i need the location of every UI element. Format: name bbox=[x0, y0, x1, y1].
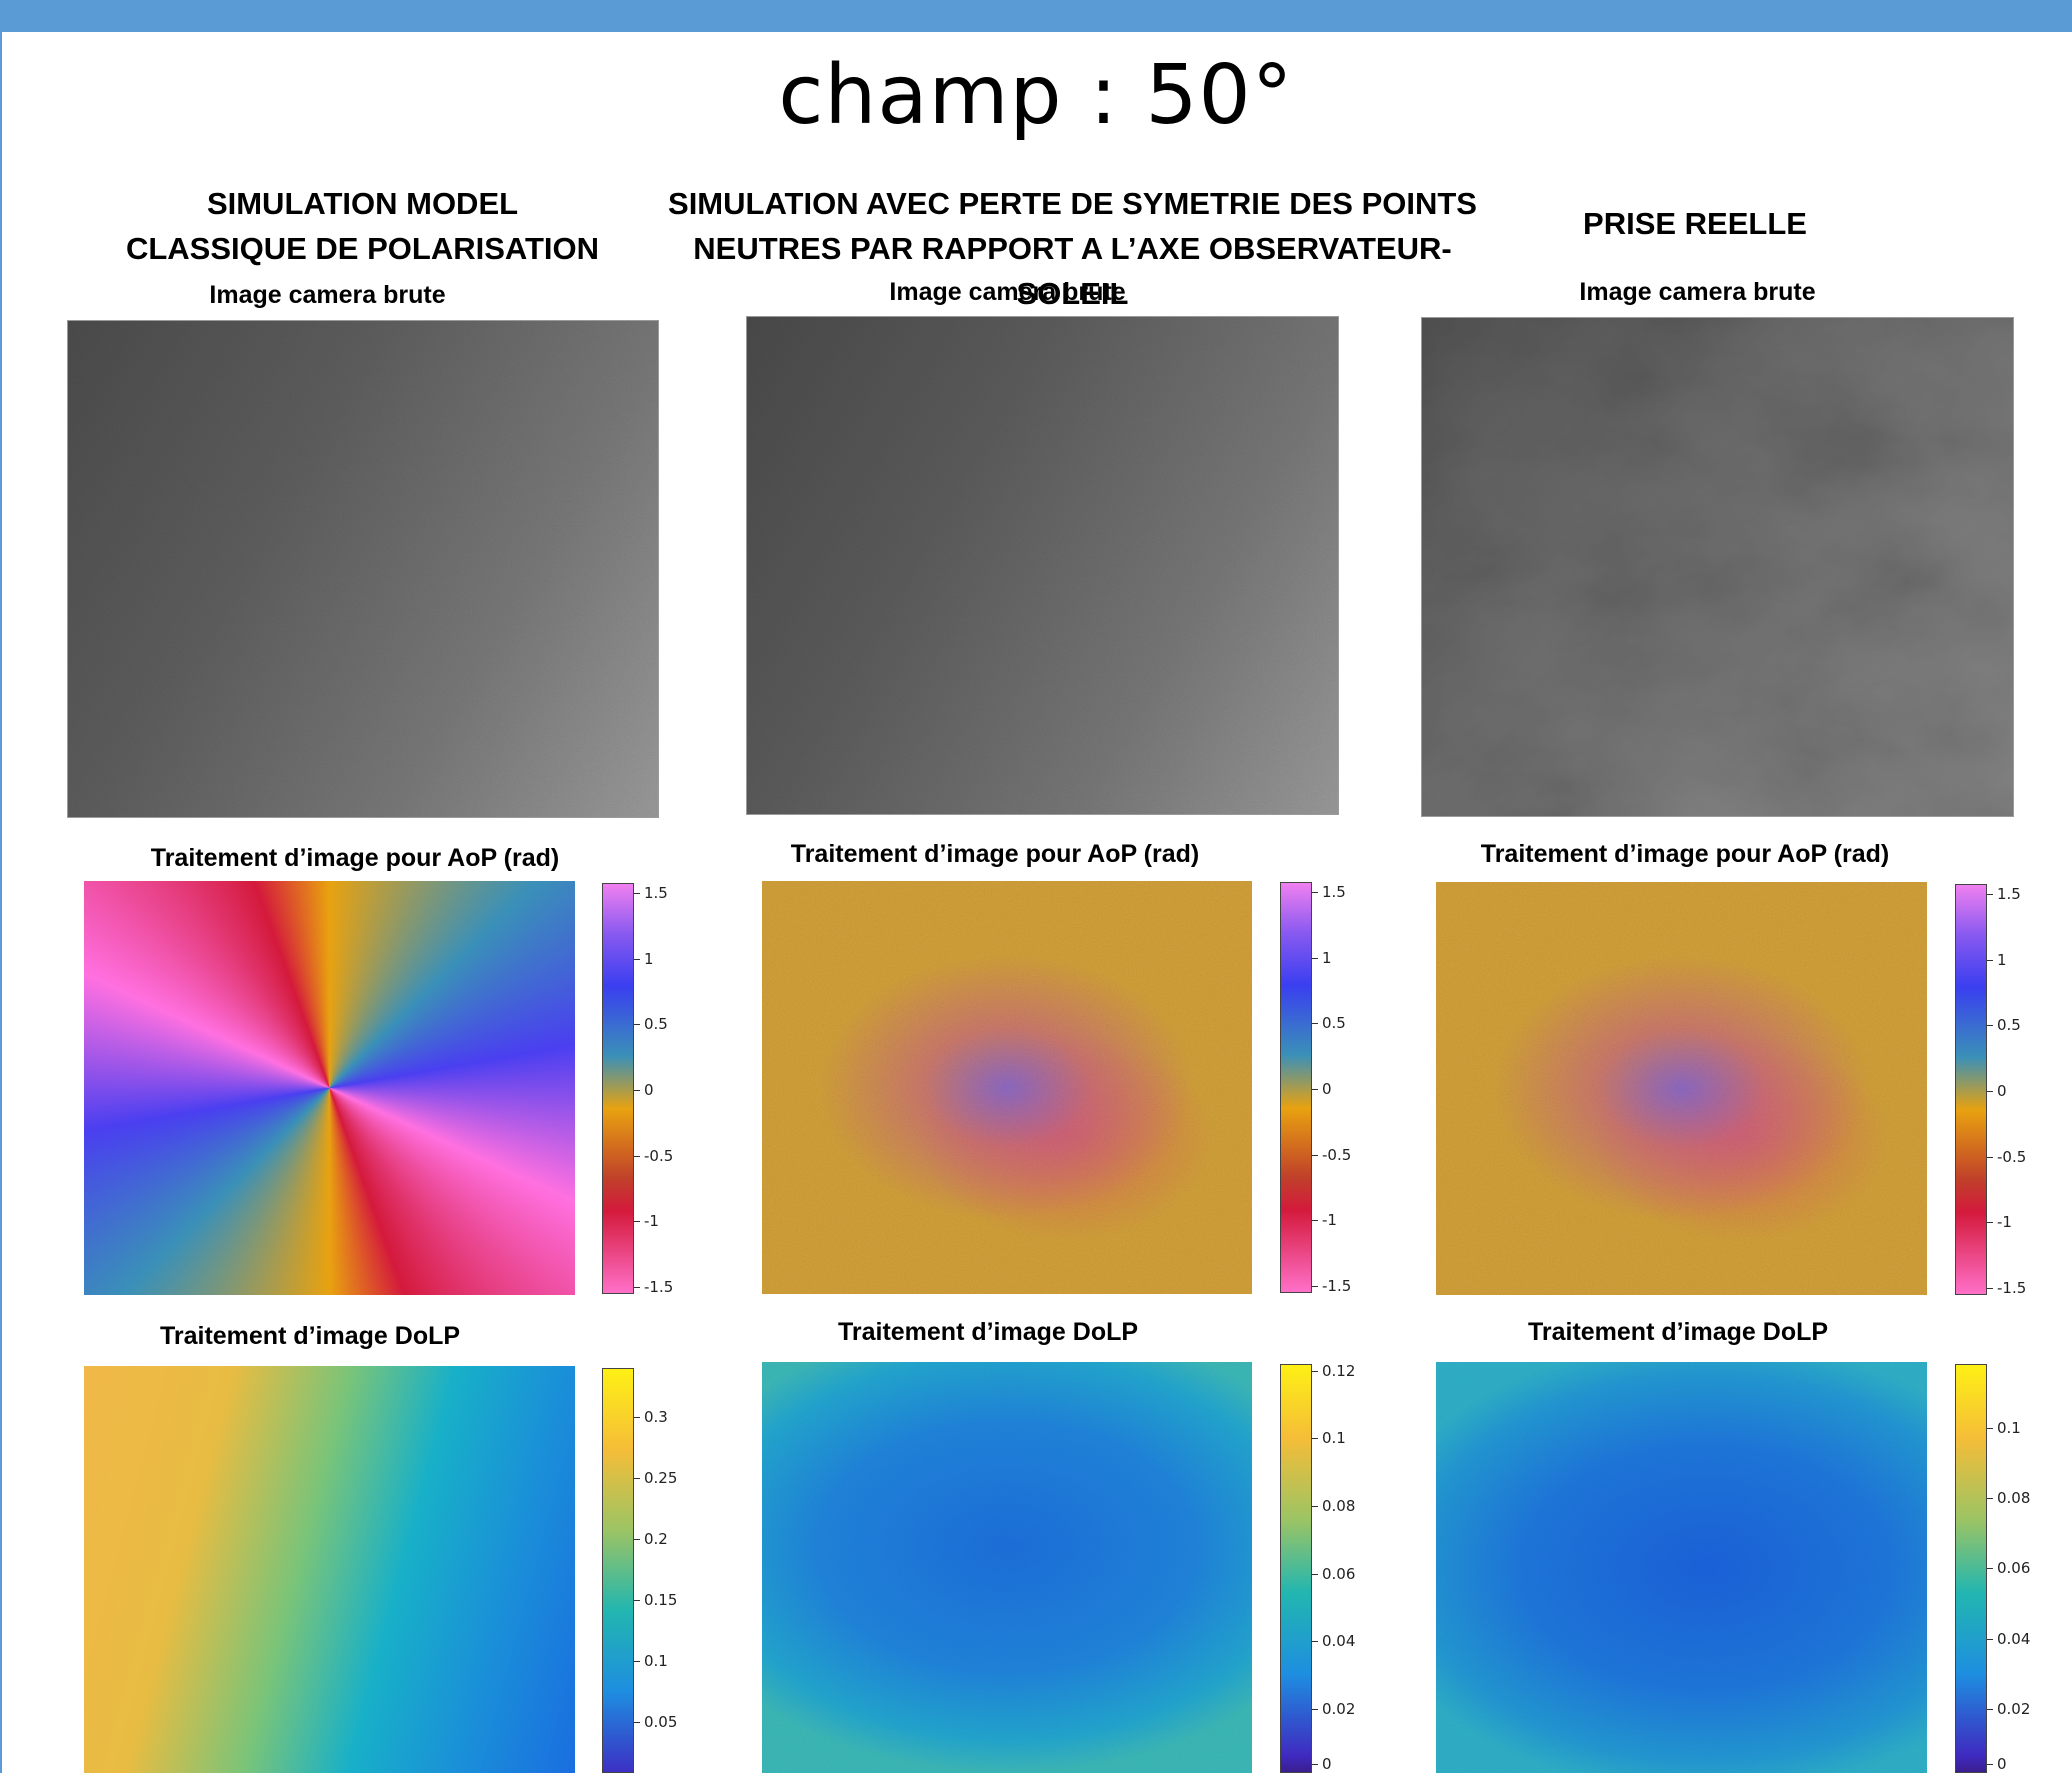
column-1-aop-tick: 1.5 bbox=[634, 884, 668, 902]
column-2-aop-tick: 0.5 bbox=[1312, 1014, 1346, 1032]
column-1-aop-tick: 1 bbox=[634, 950, 654, 968]
column-2-dolp-tick: 0.12 bbox=[1311, 1362, 1356, 1380]
column-3-aop-tick: -1 bbox=[1987, 1213, 2012, 1231]
column-1-raw-label: Image camera brute bbox=[209, 281, 446, 309]
column-2-aop-map bbox=[762, 881, 1252, 1294]
column-2-aop-tick: -1 bbox=[1312, 1211, 1337, 1229]
column-2-dolp-colorbar bbox=[1280, 1364, 1312, 1773]
column-3-header-line-1: PRISE REELLE bbox=[1583, 206, 1807, 241]
column-2-aop-tick: 1.5 bbox=[1312, 883, 1346, 901]
column-2-dolp-tick: 0.06 bbox=[1311, 1565, 1356, 1583]
column-1-dolp-tick: 0.1 bbox=[634, 1652, 668, 1670]
column-3-dolp-map bbox=[1436, 1362, 1927, 1773]
column-3-aop-label: Traitement d’image pour AoP (rad) bbox=[1480, 840, 1890, 868]
column-2-dolp-tick: 0.08 bbox=[1311, 1497, 1356, 1515]
column-2-aop-tick: -1.5 bbox=[1311, 1277, 1352, 1295]
column-3-aop-tick: 0 bbox=[1987, 1082, 2007, 1100]
column-2-aop-tick: 0 bbox=[1312, 1080, 1332, 1098]
column-2-dolp-label: Traitement d’image DoLP bbox=[837, 1318, 1139, 1346]
column-3-dolp-tick: 0.04 bbox=[1986, 1630, 2031, 1648]
column-1-aop-colorbar bbox=[602, 883, 634, 1294]
column-1-aop-map bbox=[84, 881, 575, 1295]
column-3-aop-tick: 1.5 bbox=[1987, 885, 2021, 903]
column-1-raw-camera-image bbox=[67, 320, 659, 818]
column-1-aop-tick: -0.5 bbox=[633, 1147, 674, 1165]
column-1-dolp-tick: 0.3 bbox=[634, 1408, 668, 1426]
column-3-aop-tick: 0.5 bbox=[1987, 1016, 2021, 1034]
column-1-dolp-label: Traitement d’image DoLP bbox=[159, 1322, 461, 1350]
column-2-aop-tick: -0.5 bbox=[1311, 1146, 1352, 1164]
column-2-dolp-tick: 0 bbox=[1312, 1755, 1332, 1773]
column-2-header: SIMULATION AVEC PERTE DE SYMETRIE DES PO… bbox=[640, 181, 1505, 316]
column-3-raw-camera-image bbox=[1421, 317, 2014, 817]
column-1-aop-tick: 0 bbox=[634, 1081, 654, 1099]
column-3-dolp-colorbar bbox=[1955, 1364, 1987, 1773]
column-3-dolp-tick: 0.08 bbox=[1986, 1489, 2031, 1507]
slide-top-bar bbox=[0, 0, 2072, 32]
column-3-dolp-tick: 0.1 bbox=[1987, 1419, 2021, 1437]
column-1-aop-tick: -1.5 bbox=[633, 1278, 674, 1296]
column-2-dolp-map bbox=[762, 1362, 1252, 1773]
column-1-dolp-tick: 0.25 bbox=[633, 1469, 678, 1487]
column-3-dolp-label: Traitement d’image DoLP bbox=[1527, 1318, 1829, 1346]
column-1-aop-tick: 0.5 bbox=[634, 1015, 668, 1033]
column-1-dolp-tick: 0.05 bbox=[633, 1713, 678, 1731]
column-1-dolp-map bbox=[84, 1366, 575, 1773]
column-2-raw-camera-image bbox=[746, 316, 1339, 815]
column-2-aop-tick: 1 bbox=[1312, 949, 1332, 967]
column-3-aop-colorbar bbox=[1955, 884, 1987, 1295]
column-3-dolp-tick: 0 bbox=[1987, 1755, 2007, 1773]
column-2-dolp-tick: 0.02 bbox=[1311, 1700, 1356, 1718]
column-3-dolp-tick: 0.06 bbox=[1986, 1559, 2031, 1577]
column-3-dolp-tick: 0.02 bbox=[1986, 1700, 2031, 1718]
column-1-aop-tick: -1 bbox=[634, 1212, 659, 1230]
column-2-header-line-1: SIMULATION AVEC PERTE DE SYMETRIE DES PO… bbox=[668, 186, 1477, 221]
column-1-header: SIMULATION MODEL CLASSIQUE DE POLARISATI… bbox=[100, 181, 625, 271]
column-1-dolp-tick: 0.2 bbox=[634, 1530, 668, 1548]
column-2-raw-label: Image camera brute bbox=[889, 278, 1126, 306]
column-2-dolp-tick: 0.04 bbox=[1311, 1632, 1356, 1650]
column-3-aop-tick: 1 bbox=[1987, 951, 2007, 969]
column-1-header-line-1: SIMULATION MODEL bbox=[206, 186, 519, 221]
column-2-aop-label: Traitement d’image pour AoP (rad) bbox=[790, 840, 1200, 868]
column-1-dolp-colorbar bbox=[602, 1368, 634, 1773]
column-1-aop-label: Traitement d’image pour AoP (rad) bbox=[150, 844, 560, 872]
column-1-header-line-2: CLASSIQUE DE POLARISATION bbox=[125, 231, 600, 266]
column-3-aop-map bbox=[1436, 882, 1927, 1295]
column-3-header: PRISE REELLE bbox=[1510, 201, 1880, 246]
column-3-aop-tick: -0.5 bbox=[1986, 1148, 2027, 1166]
column-2-aop-colorbar bbox=[1280, 882, 1312, 1293]
slide-title: champ : 50° bbox=[778, 48, 1294, 143]
column-2-header-line-2: NEUTRES PAR RAPPORT A L’AXE OBSERVATEUR-… bbox=[693, 231, 1452, 311]
column-1-dolp-tick: 0.15 bbox=[633, 1591, 678, 1609]
slide-left-edge bbox=[0, 32, 2, 1773]
column-3-raw-label: Image camera brute bbox=[1579, 278, 1816, 306]
column-3-aop-tick: -1.5 bbox=[1986, 1279, 2027, 1297]
column-2-dolp-tick: 0.1 bbox=[1312, 1429, 1346, 1447]
